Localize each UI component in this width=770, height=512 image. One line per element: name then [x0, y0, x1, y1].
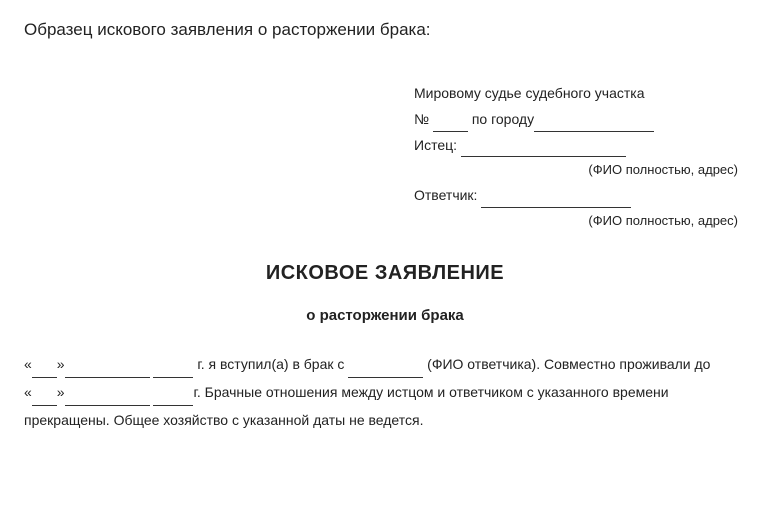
- plaintiff-label: Истец:: [414, 137, 457, 153]
- document-subtitle: о расторжении брака: [24, 307, 746, 324]
- body-text-1: г. я вступил(а) в брак с: [193, 356, 348, 372]
- blank-day-2: [32, 392, 57, 406]
- number-label: №: [414, 111, 429, 127]
- court-line: Мировому судье судебного участка: [414, 82, 746, 106]
- recipient-block: Мировому судье судебного участка № по го…: [414, 82, 746, 232]
- blank-city: [534, 118, 654, 132]
- defendant-label: Ответчик:: [414, 187, 477, 203]
- body-quote-close-2: »: [57, 384, 65, 400]
- page-heading: Образец искового заявления о расторжении…: [24, 20, 746, 40]
- body-quote-open-2: «: [24, 384, 32, 400]
- document-title: ИСКОВОЕ ЗАЯВЛЕНИЕ: [24, 262, 746, 285]
- blank-month-1: [65, 364, 150, 378]
- blank-year-1: [153, 364, 193, 378]
- blank-spouse: [348, 364, 423, 378]
- body-text-2: (ФИО ответчика). Совместно проживали до: [423, 356, 710, 372]
- blank-day-1: [32, 364, 57, 378]
- court-number-line: № по городу: [414, 108, 746, 132]
- body-text-4: прекращены. Общее хозяйство с указанной …: [24, 412, 423, 428]
- defendant-line: Ответчик:: [414, 184, 746, 208]
- body-text-3: г. Брачные отношения между истцом и отве…: [193, 384, 668, 400]
- plaintiff-hint: (ФИО полностью, адрес): [414, 159, 746, 181]
- defendant-hint: (ФИО полностью, адрес): [414, 210, 746, 232]
- city-label: по городу: [472, 111, 534, 127]
- body-quote-close-1: »: [57, 356, 65, 372]
- body-quote-open-1: «: [24, 356, 32, 372]
- blank-defendant: [481, 194, 631, 208]
- blank-month-2: [65, 392, 150, 406]
- plaintiff-line: Истец:: [414, 134, 746, 158]
- blank-plaintiff: [461, 143, 626, 157]
- blank-year-2: [153, 392, 193, 406]
- body-paragraph: « » г. я вступил(а) в брак с (ФИО ответчи…: [24, 350, 746, 434]
- blank-court-number: [433, 118, 468, 132]
